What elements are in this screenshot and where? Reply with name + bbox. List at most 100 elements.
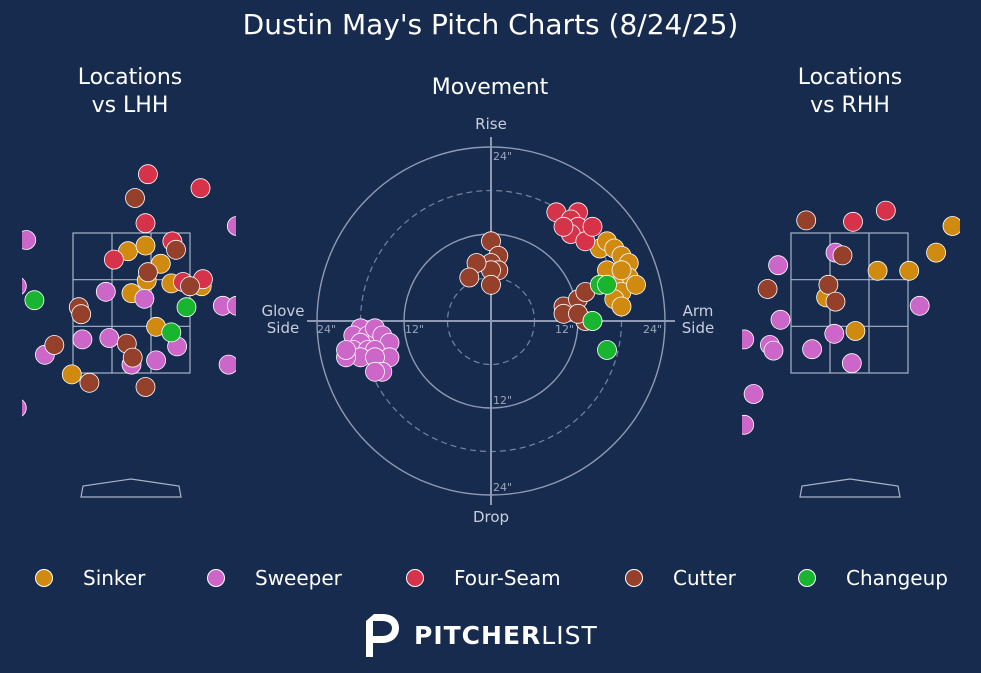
pitcherlist-p-icon (366, 614, 399, 657)
movement-panel-title: Movement (431, 75, 549, 100)
lhh-point-sweeper-7 (146, 350, 167, 371)
lhh-point-four-seam-1 (190, 178, 211, 199)
legend-marker-sinker (35, 569, 53, 587)
rhh-point-sweeper-4 (841, 353, 862, 374)
movement-point-sweeper-14 (336, 340, 356, 360)
movement-point-four-seam-6 (553, 216, 574, 237)
rhh-point-cutter-3 (825, 291, 846, 312)
lhh-point-four-seam-2 (135, 213, 156, 234)
movement-point-changeup-2 (582, 311, 603, 331)
movement-ring-labels: 24" 12" 24" 24" 12" 12" 24" (317, 150, 662, 494)
rhh-point-sinker-5 (845, 321, 866, 341)
movement-point-cutter-6 (459, 267, 480, 288)
rhh-point-sweeper-11 (909, 295, 930, 316)
lhh-point-sweeper-10 (226, 295, 236, 316)
rhh-point-cutter-4 (757, 279, 778, 299)
legend-label-sweeper: Sweeper (255, 566, 342, 590)
legend: Sinker Sweeper Four-Seam Cutter Changeup (0, 562, 981, 594)
rhh-point-cutter-2 (818, 274, 839, 295)
lhh-point-sinker-6 (61, 364, 82, 385)
brand-wordmark-light: LIST (541, 620, 598, 650)
ring-label-bottom-12: 12" (493, 394, 512, 407)
lhh-point-sweeper-12 (226, 216, 236, 236)
movement-point-sinker-8 (626, 274, 646, 295)
rhh-pitch-points (742, 200, 960, 435)
rhh-point-cutter-0 (796, 210, 817, 231)
rhh-point-four-seam-1 (875, 200, 896, 221)
lhh-point-sweeper-5 (72, 329, 93, 350)
ring-label-right-12: 12" (555, 323, 574, 336)
movement-point-cutter-7 (481, 274, 501, 295)
movement-point-four-seam-7 (582, 216, 603, 237)
ring-label-left-24: 24" (317, 323, 336, 336)
rhh-point-sweeper-9 (743, 384, 764, 404)
pitcherlist-brand: PITCHERLIST (362, 612, 598, 658)
lhh-point-cutter-7 (122, 347, 143, 368)
rhh-point-cutter-1 (832, 245, 853, 266)
rhh-point-sinker-2 (899, 260, 920, 281)
lhh-point-cutter-4 (71, 304, 92, 325)
legend-label-changeup: Changeup (846, 566, 948, 590)
lhh-point-changeup-2 (161, 322, 182, 343)
rhh-panel-title: Locations vs RHH (797, 65, 903, 118)
legend-item-sweeper: Sweeper (207, 562, 342, 594)
brand-wordmark-bold: PITCHER (414, 620, 542, 650)
lhh-point-cutter-10 (180, 276, 200, 297)
legend-label-cutter: Cutter (673, 566, 736, 590)
legend-item-sinker: Sinker (35, 562, 145, 594)
rhh-point-sweeper-0 (768, 255, 788, 276)
ring-label-right-24: 24" (643, 323, 662, 336)
legend-marker-changeup (798, 569, 816, 587)
rhh-point-sinker-1 (867, 260, 888, 281)
rhh-point-sweeper-8 (742, 329, 755, 350)
movement-label-drop: Drop (473, 508, 509, 526)
legend-label-four-seam: Four-Seam (454, 566, 561, 590)
lhh-home-plate (80, 478, 182, 498)
legend-item-changeup: Changeup (798, 562, 948, 594)
movement-point-sinker-10 (611, 296, 632, 317)
lhh-point-changeup-0 (24, 290, 45, 311)
legend-label-sinker: Sinker (83, 566, 146, 590)
brand-wordmark: PITCHERLIST (414, 621, 598, 650)
legend-marker-four-seam (406, 569, 424, 587)
legend-marker-cutter (625, 569, 643, 587)
lhh-point-four-seam-0 (137, 164, 158, 185)
rhh-point-four-seam-0 (843, 211, 863, 232)
lhh-point-sinker-1 (135, 235, 156, 256)
rhh-point-sweeper-3 (824, 323, 845, 344)
lhh-point-sweeper-4 (99, 328, 120, 348)
lhh-point-cutter-0 (125, 188, 145, 208)
movement-label-rise: Rise (475, 115, 507, 133)
lhh-point-changeup-1 (176, 297, 197, 318)
movement-point-sweeper-17 (365, 361, 385, 382)
rhh-point-sinker-3 (926, 242, 946, 263)
lhh-point-four-seam-4 (104, 249, 124, 270)
movement-label-glove-side: Glove Side (261, 302, 304, 337)
lhh-point-sweeper-14 (22, 399, 27, 417)
lhh-point-cutter-8 (79, 372, 100, 393)
lhh-pitch-points (22, 164, 236, 417)
lhh-point-cutter-2 (137, 262, 158, 283)
rhh-point-sweeper-2 (770, 309, 791, 330)
lhh-point-sweeper-11 (218, 354, 236, 375)
lhh-point-cutter-9 (135, 377, 156, 397)
ring-label-left-12: 12" (405, 323, 424, 336)
movement-point-changeup-3 (597, 340, 617, 360)
movement-pitch-points (336, 202, 646, 382)
movement-point-sinker-12 (611, 260, 632, 281)
movement-point-changeup-1 (597, 274, 617, 295)
ring-label-top-24: 24" (493, 150, 512, 163)
lhh-point-cutter-5 (44, 335, 65, 355)
legend-item-four-seam: Four-Seam (406, 562, 561, 594)
rhh-point-sinker-4 (942, 216, 960, 236)
rhh-point-sweeper-10 (742, 414, 755, 435)
chart-title: Dustin May's Pitch Charts (8/24/25) (242, 8, 739, 41)
movement-label-arm-side: Arm Side (682, 302, 714, 337)
lhh-point-sweeper-1 (22, 230, 37, 250)
lhh-point-sweeper-0 (22, 277, 27, 295)
lhh-point-cutter-1 (166, 239, 186, 260)
rhh-home-plate (799, 478, 901, 498)
legend-marker-sweeper (207, 569, 225, 587)
rhh-point-sweeper-5 (802, 339, 822, 360)
